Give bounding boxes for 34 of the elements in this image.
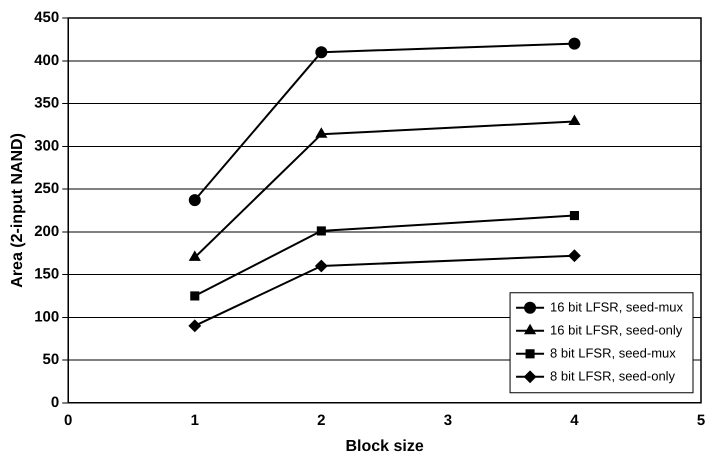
- x-tick-label: 5: [696, 412, 706, 429]
- x-axis-title: Block size: [345, 438, 424, 455]
- point: [188, 194, 201, 206]
- y-tick-label: 350: [34, 94, 60, 112]
- point: [316, 128, 327, 138]
- x-tick-label: 1: [190, 412, 199, 429]
- legend-label: 8 bit LFSR, seed-only: [550, 368, 676, 384]
- x-tick-label: 3: [444, 412, 452, 429]
- y-tick-label: 0: [50, 394, 60, 411]
- point: [315, 260, 328, 272]
- y-axis-title: Area (2-input NAND): [9, 133, 26, 288]
- y-tick-label: 150: [34, 266, 60, 283]
- y-tick-label: 300: [34, 137, 60, 154]
- point: [568, 38, 580, 50]
- point: [188, 320, 201, 332]
- y-tick-label: 450: [34, 9, 60, 26]
- y-tick-label: 50: [42, 351, 60, 368]
- point: [568, 250, 580, 262]
- legend-label: 16 bit LFSR, seed-only: [550, 322, 683, 338]
- point: [315, 46, 328, 58]
- x-tick-label: 0: [64, 412, 72, 429]
- x-tick-label: 2: [317, 412, 326, 429]
- point: [316, 226, 326, 236]
- point: [570, 210, 579, 220]
- legend-label: 16 bit LFSR, seed-mux: [550, 299, 684, 314]
- point: [569, 115, 580, 125]
- x-tick-label: 4: [570, 412, 580, 429]
- y-tick-label: 250: [34, 180, 60, 198]
- point: [189, 251, 200, 261]
- y-tick-label: 400: [34, 52, 60, 69]
- point: [190, 291, 200, 300]
- legend-label: 8 bit LFSR, seed-mux: [550, 345, 676, 360]
- y-tick-label: 200: [34, 222, 60, 240]
- y-tick-label: 100: [34, 308, 60, 326]
